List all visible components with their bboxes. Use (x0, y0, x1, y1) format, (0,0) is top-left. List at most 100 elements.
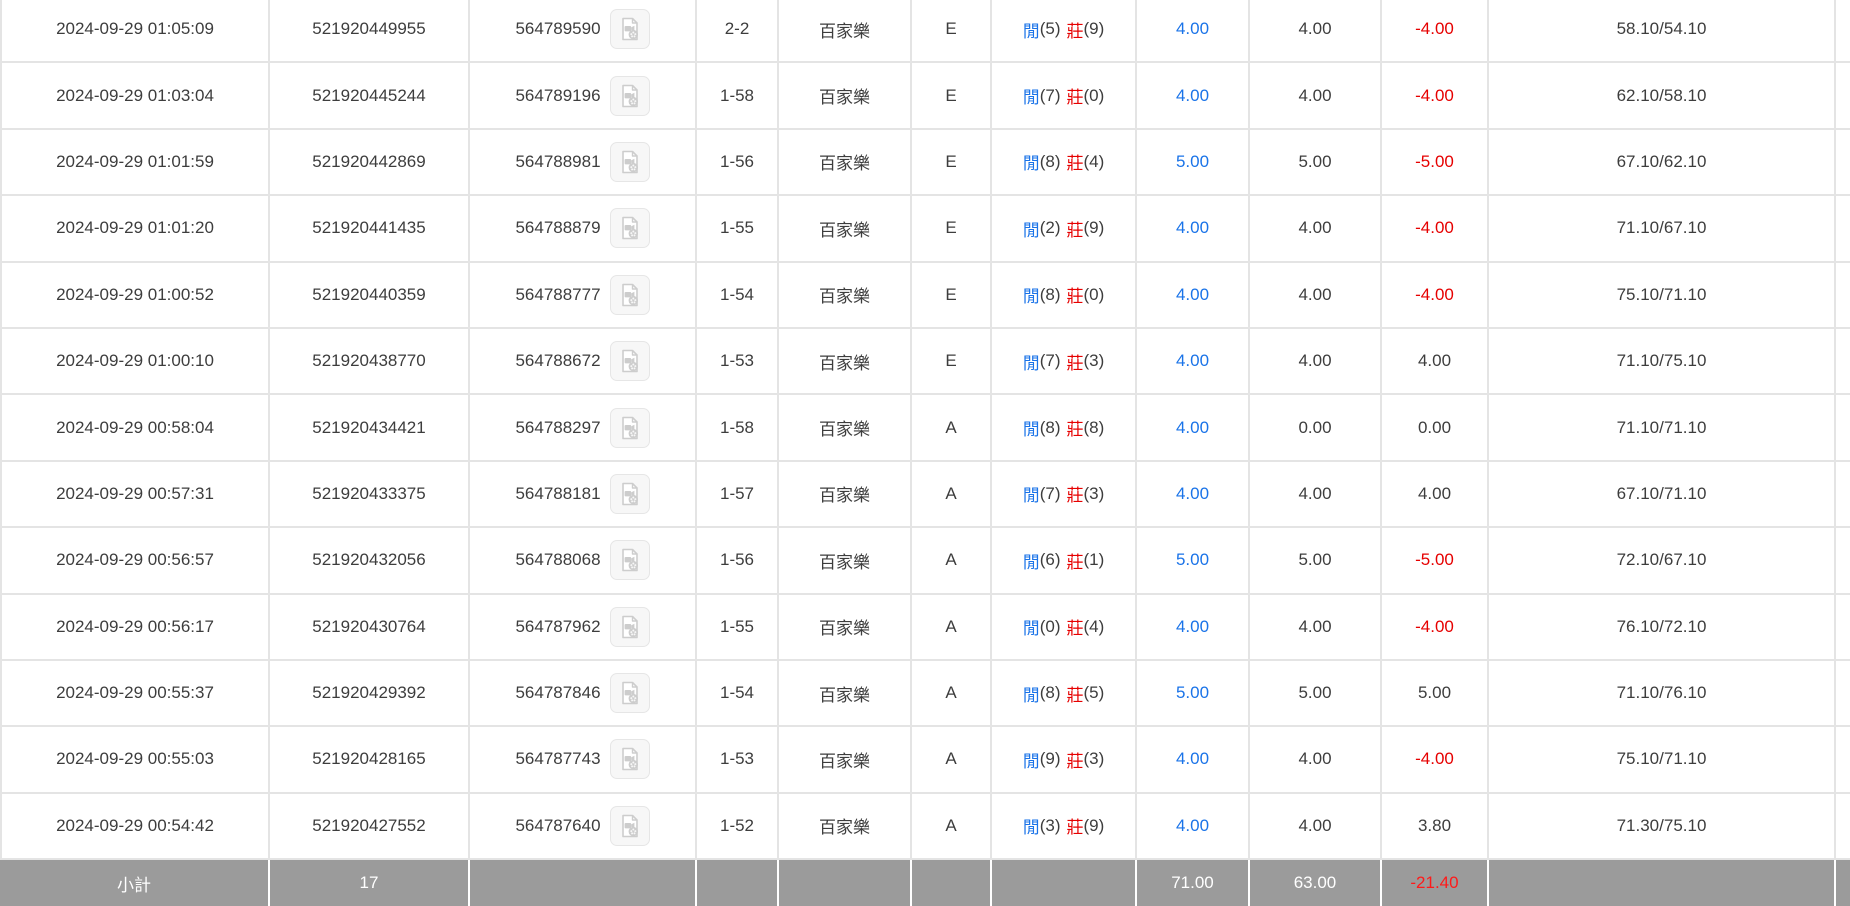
video-replay-button[interactable] (609, 606, 650, 647)
video-file-icon (617, 813, 643, 839)
bet-amount-link[interactable]: 4.00 (1135, 328, 1248, 394)
game-type: 百家樂 (777, 727, 910, 792)
table-row: 2024-09-29 01:01:59 521920442869 5647889… (0, 129, 1850, 197)
game-result: 閒 (8) 莊 (8) (990, 395, 1135, 460)
video-replay-button[interactable] (609, 75, 650, 116)
subtotal-empty-edge (1834, 860, 1850, 906)
table-row: 2024-09-29 00:56:17 521920430764 5647879… (0, 594, 1850, 661)
table-round: 1-56 (695, 129, 777, 195)
player-label: 閒 (1022, 287, 1040, 307)
bet-time: 2024-09-29 01:00:52 (0, 262, 268, 327)
video-replay-button[interactable] (609, 407, 650, 448)
table-round: 1-52 (695, 793, 777, 859)
player-label: 閒 (1022, 619, 1040, 639)
video-replay-button[interactable] (609, 341, 650, 382)
game-result: 閒 (8) 莊 (4) (990, 129, 1135, 195)
bet-amount-link[interactable]: 5.00 (1135, 129, 1248, 195)
bet-amount-link[interactable]: 4.00 (1135, 594, 1248, 659)
bet-amount-link[interactable]: 4.00 (1135, 0, 1248, 62)
video-replay-button[interactable] (609, 540, 650, 581)
video-file-icon (617, 547, 643, 573)
bet-amount-link[interactable]: 5.00 (1135, 660, 1248, 726)
edge-spacer (1834, 262, 1850, 327)
game-type: 百家樂 (777, 793, 910, 859)
game-type: 百家樂 (777, 328, 910, 394)
player-label: 閒 (1022, 88, 1040, 108)
table-row: 2024-09-29 00:56:57 521920432056 5647880… (0, 528, 1850, 595)
bet-amount-link[interactable]: 4.00 (1135, 395, 1248, 460)
table-body: 2024-09-29 01:05:09 521920449955 5647895… (0, 0, 1850, 861)
edge-spacer (1834, 594, 1850, 659)
video-replay-button[interactable] (609, 9, 650, 50)
edge-spacer (1834, 328, 1850, 394)
bet-number: 521920442869 (268, 129, 468, 195)
win-loss: -4.00 (1380, 63, 1487, 128)
table-row: 2024-09-29 01:05:09 521920449955 5647895… (0, 0, 1850, 64)
bet-time: 2024-09-29 00:56:17 (0, 594, 268, 659)
table-round: 1-54 (695, 660, 777, 726)
balance: 71.30/75.10 (1487, 793, 1834, 859)
player-label: 閒 (1022, 154, 1040, 174)
player-label: 閒 (1022, 420, 1040, 440)
table-row: 2024-09-29 01:00:52 521920440359 5647887… (0, 262, 1850, 329)
game-result: 閒 (8) 莊 (5) (990, 660, 1135, 726)
bet-amount-link[interactable]: 4.00 (1135, 727, 1248, 792)
banker-label: 莊 (1066, 21, 1084, 41)
video-replay-button[interactable] (609, 274, 650, 315)
video-replay-button[interactable] (609, 673, 650, 714)
bet-amount-link[interactable]: 4.00 (1135, 63, 1248, 128)
subtotal-empty-result (990, 860, 1135, 906)
banker-label: 莊 (1066, 88, 1084, 108)
video-replay-button[interactable] (609, 739, 650, 780)
win-loss: 4.00 (1380, 461, 1487, 527)
bet-number: 521920434421 (268, 395, 468, 460)
game-number-cell: 564788879 (468, 196, 695, 261)
balance: 76.10/72.10 (1487, 594, 1834, 659)
table-round: 1-55 (695, 196, 777, 261)
bet-amount-link[interactable]: 4.00 (1135, 793, 1248, 859)
edge-spacer (1834, 793, 1850, 859)
banker-score: (5) (1083, 683, 1105, 703)
balance: 67.10/71.10 (1487, 461, 1834, 527)
player-score: (3) (1039, 815, 1061, 835)
banker-score: (3) (1083, 749, 1105, 769)
player-label: 閒 (1022, 220, 1040, 240)
valid-amount: 0.00 (1248, 395, 1380, 460)
bet-number: 521920428165 (268, 727, 468, 792)
edge-spacer (1834, 461, 1850, 527)
table-row: 2024-09-29 01:00:10 521920438770 5647886… (0, 328, 1850, 396)
game-result: 閒 (5) 莊 (9) (990, 0, 1135, 62)
video-replay-button[interactable] (609, 208, 650, 249)
table-code: A (910, 528, 990, 593)
bet-number: 521920432056 (268, 528, 468, 593)
valid-amount: 4.00 (1248, 262, 1380, 327)
balance: 71.10/75.10 (1487, 328, 1834, 394)
banker-label: 莊 (1066, 154, 1084, 174)
video-replay-button[interactable] (609, 473, 650, 514)
video-file-icon (617, 83, 643, 109)
valid-amount: 5.00 (1248, 129, 1380, 195)
game-number-cell: 564787743 (468, 727, 695, 792)
bet-time: 2024-09-29 01:00:10 (0, 328, 268, 394)
subtotal-valid-total: 63.00 (1248, 860, 1380, 906)
video-replay-button[interactable] (609, 805, 650, 846)
bet-amount-link[interactable]: 4.00 (1135, 461, 1248, 527)
player-score: (8) (1039, 284, 1061, 304)
banker-label: 莊 (1066, 619, 1084, 639)
bet-amount-link[interactable]: 4.00 (1135, 262, 1248, 327)
video-file-icon (617, 614, 643, 640)
table-round: 1-56 (695, 528, 777, 593)
player-score: (0) (1039, 616, 1061, 636)
valid-amount: 4.00 (1248, 793, 1380, 859)
bet-amount-link[interactable]: 5.00 (1135, 528, 1248, 593)
bet-amount-link[interactable]: 4.00 (1135, 196, 1248, 261)
balance: 71.10/67.10 (1487, 196, 1834, 261)
player-score: (2) (1039, 218, 1061, 238)
video-file-icon (617, 415, 643, 441)
video-replay-button[interactable] (609, 141, 650, 182)
game-number: 564788068 (515, 550, 601, 570)
banker-label: 莊 (1066, 486, 1084, 506)
banker-score: (9) (1083, 815, 1105, 835)
player-score: (7) (1039, 351, 1061, 371)
subtotal-winloss-total: -21.40 (1380, 860, 1487, 906)
